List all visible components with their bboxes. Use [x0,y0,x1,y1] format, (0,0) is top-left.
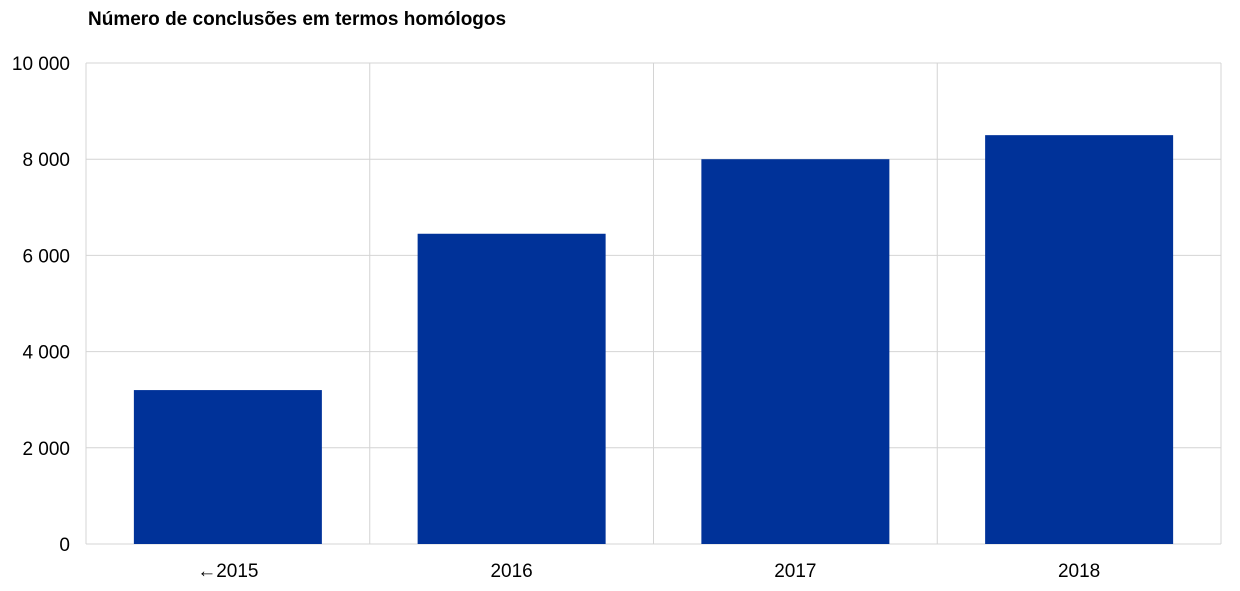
y-tick-label: 8 000 [22,150,70,171]
bar [417,233,606,544]
y-tick-label: 2 000 [22,439,70,460]
y-tick-label: 0 [59,535,70,556]
x-tick-label: 2016 [490,561,532,582]
bar [133,390,322,544]
bar [985,135,1174,544]
x-tick-label: 2017 [774,561,816,582]
bar [701,159,890,544]
x-tick-label: 2018 [1058,561,1100,582]
chart-title: Número de conclusões em termos homólogos [88,9,507,30]
y-axis-tick-labels: 0 2 000 4 000 6 000 8 000 10 000 [12,54,70,556]
y-tick-label: 4 000 [22,343,70,364]
y-tick-label: 6 000 [22,246,70,267]
x-axis-tick-labels: ←2015 2016 2017 2018 [197,561,1100,582]
x-tick-label: ←2015 [197,561,258,582]
y-tick-label: 10 000 [12,54,70,75]
bars [133,135,1174,544]
